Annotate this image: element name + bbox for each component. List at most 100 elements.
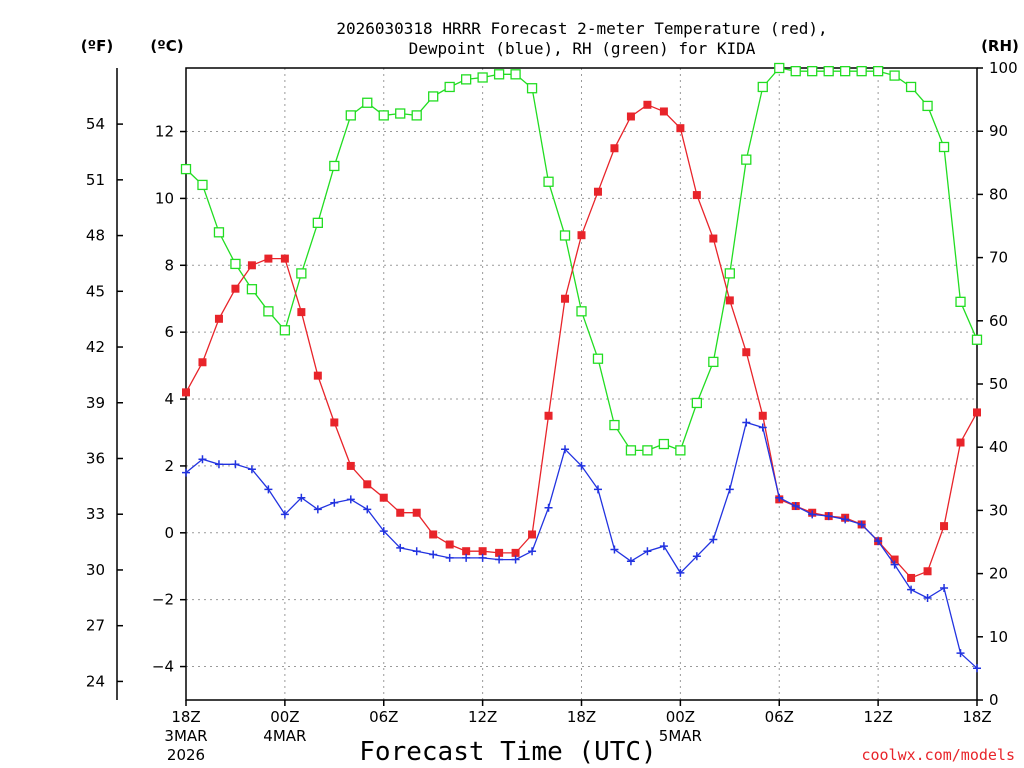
dewpoint-point bbox=[940, 583, 949, 592]
rh-point bbox=[510, 69, 521, 80]
dewpoint-point bbox=[956, 649, 965, 658]
temperature-point bbox=[313, 371, 322, 380]
temperature-point bbox=[528, 530, 537, 539]
temperature-point bbox=[890, 555, 899, 564]
rh-point bbox=[955, 296, 966, 307]
rh-point bbox=[230, 258, 241, 270]
celsius-unit-label: (ºC) bbox=[150, 37, 183, 55]
rh-point bbox=[708, 356, 719, 368]
rh-point bbox=[889, 70, 900, 81]
dewpoint-point bbox=[478, 553, 487, 562]
dewpoint-point bbox=[429, 550, 438, 559]
gridlines bbox=[186, 68, 977, 700]
dewpoint-point bbox=[511, 555, 520, 564]
rh-tick-label: 10 bbox=[989, 628, 1008, 646]
celsius-tick-label: 6 bbox=[164, 323, 174, 341]
x-tick-label: 06Z bbox=[765, 708, 794, 726]
dewpoint-point bbox=[182, 468, 190, 477]
dewpoint-point bbox=[973, 664, 981, 673]
celsius-tick-label: −4 bbox=[152, 658, 174, 676]
temperature-point bbox=[462, 547, 471, 556]
temperature-point bbox=[412, 508, 421, 517]
rh-point bbox=[757, 81, 768, 93]
rh-point bbox=[872, 66, 884, 77]
celsius-tick-label: 8 bbox=[164, 256, 174, 274]
fahrenheit-tick-label: 42 bbox=[86, 338, 105, 356]
temperature-point bbox=[561, 294, 570, 303]
rh-point bbox=[296, 268, 307, 279]
rh-point bbox=[592, 353, 604, 364]
fahrenheit-tick-label: 27 bbox=[86, 617, 105, 635]
rh-point bbox=[938, 141, 950, 153]
axes bbox=[116, 67, 983, 706]
dewpoint-point bbox=[659, 542, 668, 551]
dewpoint-point bbox=[775, 493, 784, 502]
rh-point bbox=[362, 97, 373, 108]
temperature-point bbox=[725, 296, 734, 305]
x-tick-date-label: 3MAR bbox=[164, 727, 207, 745]
x-tick-label: 12Z bbox=[468, 708, 497, 726]
temperature-point bbox=[264, 254, 273, 263]
temperature-point bbox=[396, 508, 405, 517]
title-line-2: Dewpoint (blue), RH (green) for KIDA bbox=[409, 39, 756, 58]
dewpoint-point bbox=[445, 553, 454, 562]
credit-text: coolwx.com/models bbox=[861, 746, 1015, 764]
dewpoint-point bbox=[544, 503, 553, 512]
series-rh bbox=[180, 62, 983, 456]
rh-point bbox=[642, 445, 653, 456]
dewpoint-point bbox=[313, 505, 322, 514]
temperature-point bbox=[495, 548, 504, 557]
rh-tick-label: 40 bbox=[989, 438, 1008, 456]
dewpoint-point bbox=[857, 520, 866, 529]
rh-point bbox=[658, 438, 670, 450]
series bbox=[180, 62, 983, 673]
rh-tick-label: 20 bbox=[989, 565, 1008, 583]
rh-point bbox=[428, 91, 439, 102]
temperature-point bbox=[214, 314, 223, 323]
rh-point bbox=[559, 230, 571, 241]
temperature-point bbox=[577, 231, 586, 240]
temperature-point bbox=[956, 438, 965, 447]
temperature-point bbox=[379, 493, 388, 502]
rh-tick-label: 60 bbox=[989, 312, 1008, 330]
temperature-point bbox=[709, 234, 718, 243]
dewpoint-point bbox=[593, 485, 602, 494]
temperature-point bbox=[429, 530, 438, 539]
temperature-point bbox=[758, 411, 767, 420]
x-tick-label: 18Z bbox=[962, 708, 991, 726]
rh-point bbox=[971, 334, 983, 345]
dewpoint-point bbox=[495, 555, 504, 564]
dewpoint-point bbox=[923, 594, 932, 603]
rh-point bbox=[329, 160, 340, 172]
fahrenheit-tick-label: 24 bbox=[86, 672, 105, 690]
rh-point bbox=[345, 110, 356, 121]
dewpoint-point bbox=[808, 510, 817, 519]
celsius-tick-label: 4 bbox=[164, 390, 174, 408]
dewpoint-point bbox=[709, 535, 718, 544]
dewpoint-point bbox=[330, 498, 339, 507]
temperature-point bbox=[445, 540, 454, 549]
rh-point bbox=[856, 66, 867, 77]
rh-point bbox=[576, 306, 587, 317]
rh-tick-label: 30 bbox=[989, 501, 1008, 519]
rh-point bbox=[823, 66, 834, 77]
dewpoint-point bbox=[692, 552, 701, 561]
fahrenheit-tick-label: 30 bbox=[86, 561, 105, 579]
temperature-point bbox=[330, 418, 339, 427]
x-axis-title: Forecast Time (UTC) bbox=[359, 737, 656, 767]
rh-point bbox=[213, 227, 225, 238]
temperature-point bbox=[659, 107, 668, 116]
series-temperature bbox=[182, 100, 981, 582]
dewpoint-point bbox=[626, 557, 635, 566]
dewpoint-point bbox=[610, 545, 619, 554]
dewpoint-point bbox=[824, 512, 833, 521]
dewpoint-point bbox=[890, 560, 899, 569]
rh-point bbox=[312, 217, 323, 228]
rh-point bbox=[477, 72, 488, 83]
fahrenheit-tick-label: 39 bbox=[86, 394, 105, 412]
rh-point bbox=[905, 81, 917, 93]
x-tick-year-label: 2026 bbox=[167, 746, 205, 764]
dewpoint-point bbox=[346, 495, 355, 504]
temperature-point bbox=[198, 358, 207, 367]
rh-tick-label: 100 bbox=[989, 59, 1018, 77]
